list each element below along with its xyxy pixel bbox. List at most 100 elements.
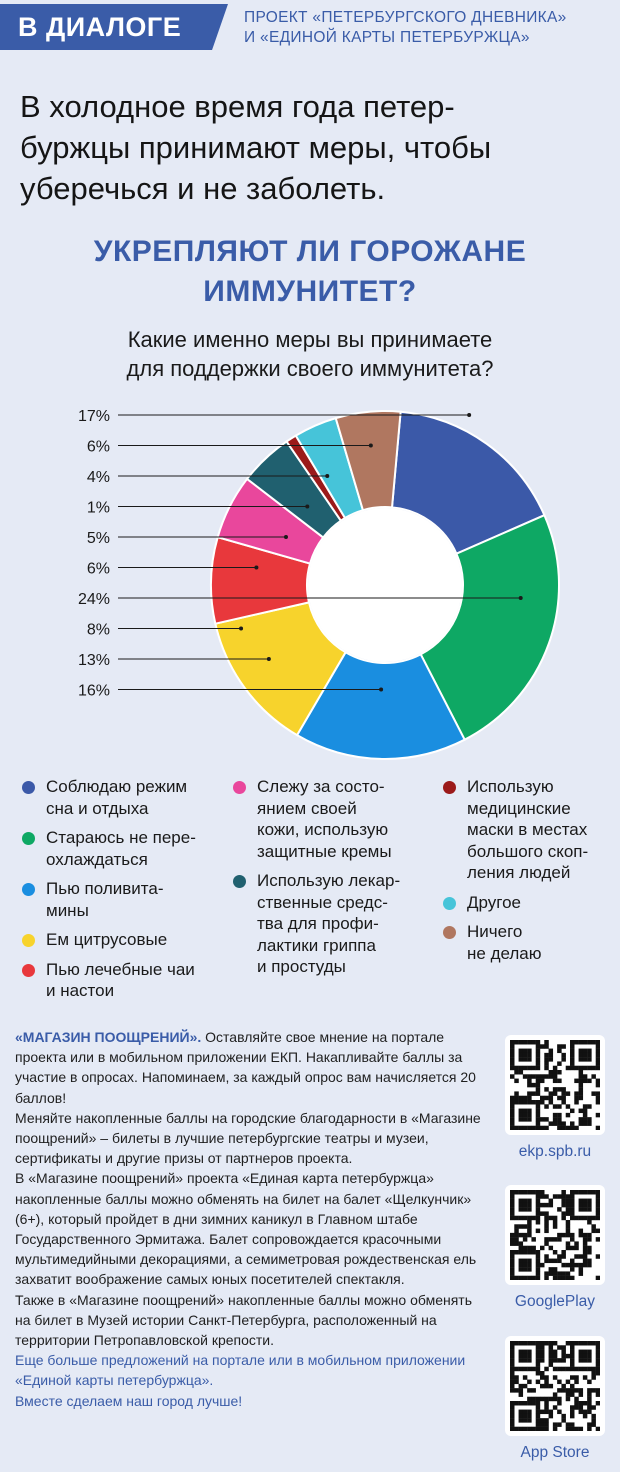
qr-code-icon[interactable] [505, 1035, 605, 1135]
qr-code-icon [510, 1040, 600, 1130]
legend-text: ственные средс- [257, 892, 388, 912]
legend-text: кожи, использую [257, 820, 389, 839]
donut-hole [308, 508, 462, 662]
legend-text: тва для профи- [257, 914, 379, 933]
legend-text: Пью лечебные чаи [46, 959, 195, 979]
leader-dot [379, 687, 384, 692]
qr-site-block[interactable]: ekp.spb.ru [505, 1035, 605, 1161]
legend-item-citrus: Ем цитрусовые [22, 929, 222, 951]
legend-dot [233, 875, 246, 888]
qr-code-icon [510, 1341, 600, 1431]
legend-dot [233, 781, 246, 794]
chart-subtitle-line-1: Какие именно меры вы принимаете [127, 327, 493, 352]
qr-caption-google[interactable]: GooglePlay [514, 1293, 596, 1310]
legend-text: Слежу за состо- [257, 777, 385, 796]
legend-text: Ем цитрусовые [46, 930, 168, 949]
legend-text: мины [46, 900, 89, 920]
legend-text: лактики гриппа [257, 935, 376, 955]
intro-line-2: буржцы принимают меры, чтобы [20, 130, 492, 165]
legend-column-3: Использую медицинские маски в местах бол… [443, 776, 618, 972]
slice-percent-label: 13% [78, 652, 110, 669]
legend-text: и простуды [257, 957, 346, 976]
legend-text: охлаждаться [46, 849, 148, 869]
chart-subtitle-line-2: для поддержки своего иммунитета? [126, 356, 494, 381]
legend-text: Пью поливита- [46, 879, 164, 898]
legend-text: медицинские [467, 798, 571, 818]
qr-code-icon[interactable] [505, 1185, 605, 1285]
legend-text: защитные кремы [257, 841, 392, 861]
legend-text: янием своей [257, 798, 357, 818]
intro-text: В холодное время года петер- буржцы прин… [20, 86, 600, 209]
legend-text: Стараюсь не пере- [46, 828, 196, 847]
slice-percent-label: 8% [87, 622, 110, 639]
slice-percent-label: 5% [87, 530, 110, 547]
slice-percent-label: 16% [78, 683, 110, 700]
legend-column-2: Слежу за состо- янием своей кожи, исполь… [233, 776, 433, 986]
legend-item-sleep: Соблюдаю режим сна и отдыха [22, 776, 222, 819]
promo-text-1: Оставляйте свое мнение на портале проект… [15, 1029, 476, 1106]
promo-paragraph-4: Также в «Магазине поощрений» накопленные… [15, 1291, 473, 1349]
promo-heading: «МАГАЗИН ПООЩРЕНИЙ». [15, 1029, 202, 1045]
donut-slice [334, 410, 402, 512]
legend-text: ления людей [467, 863, 571, 882]
qr-caption-site[interactable]: ekp.spb.ru [518, 1143, 592, 1160]
legend-item-vitamins: Пью поливита- мины [22, 878, 222, 921]
legend-text: Другое [467, 892, 522, 912]
project-line-1: ПРОЕКТ «ПЕТЕРБУРГСКОГО ДНЕВНИКА» [244, 9, 567, 26]
legend-dot [22, 781, 35, 794]
legend-dot [443, 781, 456, 794]
leader-dot [518, 596, 523, 600]
leader-dot [266, 657, 271, 661]
leader-dot [254, 565, 259, 570]
project-caption: ПРОЕКТ «ПЕТЕРБУРГСКОГО ДНЕВНИКА» И «ЕДИН… [244, 8, 614, 48]
donut-slice [419, 513, 560, 742]
promo-paragraph-3: В «Магазине поощрений» проекта «Единая к… [15, 1170, 477, 1288]
qr-code-icon [510, 1190, 600, 1280]
intro-line-1: В холодное время года петер- [20, 89, 455, 124]
leader-dot [368, 443, 373, 448]
legend-dot [22, 934, 35, 947]
donut-chart: 17% 6% 4% 1% 5% 6% 24% 8% 13% 16% [78, 408, 560, 760]
legend-item-teas: Пью лечебные чаи и настои [22, 959, 222, 1002]
legend-text: большого скоп- [467, 841, 589, 861]
donut-slice [390, 410, 546, 556]
promo-paragraph-1: «МАГАЗИН ПООЩРЕНИЙ». Оставляйте свое мне… [15, 1027, 490, 1108]
chart-subtitle: Какие именно меры вы принимаете для подд… [20, 325, 600, 383]
slice-percent-label: 1% [87, 500, 110, 517]
leader-dot [467, 413, 472, 417]
legend-dot [22, 883, 35, 896]
qr-apple-block[interactable]: App Store [505, 1336, 605, 1462]
slice-percent-label: 17% [78, 408, 110, 425]
legend-item-no-overcool: Стараюсь не пере- охлаждаться [22, 827, 222, 870]
legend-text: Соблюдаю режим [46, 777, 188, 796]
legend-item-medicine: Использую лекар- ственные средс- тва для… [233, 870, 433, 978]
legend-dot [22, 832, 35, 845]
legend-text: Использую [467, 777, 554, 796]
legend-item-masks: Использую медицинские маски в местах бол… [443, 776, 618, 884]
legend-dot [443, 926, 456, 939]
leader-dot [325, 474, 330, 478]
promo-paragraph-2: Меняйте накопленные баллы на городские б… [15, 1109, 481, 1167]
legend-dot [443, 896, 456, 910]
legend-item-skin: Слежу за состо- янием своей кожи, исполь… [233, 776, 433, 862]
legend-item-nothing: Ничего не делаю [443, 921, 618, 964]
promo-paragraph-5: Еще больше предложений на портале или в … [15, 1352, 466, 1389]
intro-line-3: уберечься и не заболеть. [20, 171, 386, 206]
chart-title: УКРЕПЛЯЮТ ЛИ ГОРОЖАНЕ ИММУНИТЕТ? [20, 232, 600, 312]
chart-title-line-1: УКРЕПЛЯЮТ ЛИ ГОРОЖАНЕ [93, 235, 527, 268]
promo-paragraph-6: Вместе сделаем наш город лучше! [15, 1392, 243, 1409]
project-line-2: И «ЕДИНОЙ КАРТЫ ПЕТЕРБУРЖЦА» [244, 29, 530, 46]
qr-code-icon[interactable] [505, 1336, 605, 1436]
legend-text: маски в местах [467, 820, 588, 839]
promo-text: «МАГАЗИН ПООЩРЕНИЙ». Оставляйте свое мне… [15, 1027, 490, 1411]
slice-percent-label: 24% [78, 591, 110, 608]
slice-percent-label: 6% [87, 439, 110, 456]
donut-slice [295, 650, 466, 760]
legend-item-other: Другое [443, 892, 618, 914]
legend-dot [22, 963, 35, 977]
slice-percent-label: 4% [87, 469, 110, 486]
qr-caption-apple[interactable]: App Store [520, 1444, 590, 1461]
leader-dot [305, 504, 310, 509]
leader-dot [239, 626, 244, 631]
qr-google-block[interactable]: GooglePlay [505, 1185, 605, 1311]
